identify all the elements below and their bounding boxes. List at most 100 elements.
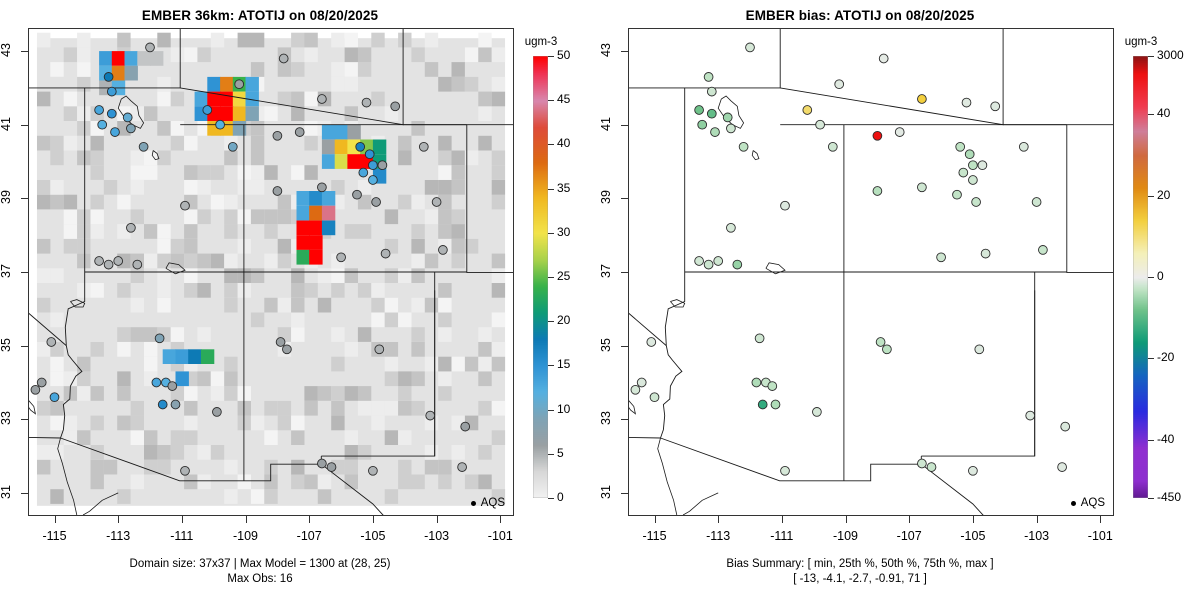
x-tick-label: -111 — [170, 529, 194, 543]
colorbar-tick — [548, 409, 554, 411]
page-title-right: EMBER bias: ATOTIJ on 08/20/2025 — [745, 8, 975, 23]
caption-left-line2: Max Obs: 16 — [227, 573, 293, 585]
colorbar-right — [1133, 56, 1148, 498]
colorbar-tick — [1148, 114, 1154, 116]
legend-label-right: AQS — [1080, 497, 1105, 509]
colorbar-tick-label: 35 — [557, 180, 571, 195]
x-tick — [436, 516, 438, 523]
y-tick — [621, 419, 628, 421]
y-tick-label: 31 — [0, 484, 13, 499]
colorbar-tick-label: 30 — [557, 224, 571, 239]
colorbar-left — [533, 56, 548, 498]
x-tick-label: -107 — [296, 529, 322, 543]
x-axis-right: -115 -113 -111 -109 -107 -105 -103 -101 — [628, 516, 1114, 552]
colorbar-tick-label: 15 — [557, 357, 571, 372]
caption-left-line1: Domain size: 37x37 | Max Model = 1300 at… — [129, 558, 391, 570]
y-tick-label: 39 — [0, 190, 13, 205]
x-tick-label: -105 — [960, 529, 986, 543]
y-tick — [21, 345, 28, 347]
colorbar-ticks-left: 0 5 10 15 20 25 30 35 40 45 50 — [548, 46, 600, 508]
x-tick — [1036, 516, 1038, 523]
y-tick — [621, 51, 628, 53]
legend-aqs-left: AQS — [470, 497, 505, 509]
x-tick-label: -109 — [232, 529, 259, 543]
y-tick — [21, 124, 28, 126]
colorbar-tick-label: -40 — [1157, 431, 1175, 446]
panel-bias: EMBER bias: ATOTIJ on 08/20/2025 AQS -11… — [599, 0, 1200, 600]
x-tick — [309, 516, 311, 523]
x-tick — [781, 516, 783, 523]
x-tick — [654, 516, 656, 523]
colorbar-tick-label: -20 — [1157, 350, 1175, 365]
colorbar-tick — [548, 498, 554, 499]
y-tick — [21, 419, 28, 421]
x-tick-label: -115 — [642, 529, 667, 543]
colorbar-tick-label: 0 — [557, 490, 564, 504]
map-canvas-left — [29, 29, 513, 515]
y-tick-label: 35 — [0, 337, 13, 352]
x-axis-left: -115 -113 -111 -109 -107 -105 -103 -101 — [28, 516, 514, 552]
x-tick — [845, 516, 847, 523]
x-tick-label: -113 — [706, 529, 731, 543]
x-tick — [245, 516, 247, 523]
colorbar-tick-label: 20 — [557, 313, 571, 328]
colorbar-tick-label: 0 — [1157, 269, 1164, 283]
colorbar-tick-label: 25 — [557, 269, 571, 283]
colorbar-tick — [1148, 195, 1154, 197]
y-tick — [621, 492, 628, 494]
x-tick — [118, 516, 120, 523]
colorbar-tick — [1148, 56, 1154, 57]
colorbar-units-left: ugm-3 — [524, 36, 558, 48]
colorbar-tick-label: 20 — [1157, 187, 1171, 202]
x-tick — [372, 516, 374, 523]
colorbar-ticks-right: -450 -40 -20 0 20 40 3000 — [1148, 46, 1200, 508]
colorbar-tick — [548, 453, 554, 455]
panel-model: EMBER 36km: ATOTIJ on 08/20/2025 AQS -11… — [0, 8, 600, 585]
y-tick — [621, 272, 628, 273]
y-tick-label: 35 — [599, 337, 613, 352]
x-tick-label: -107 — [896, 529, 922, 543]
colorbar-tick-label: 3000 — [1157, 48, 1184, 62]
x-tick-label: -113 — [106, 529, 131, 543]
legend-aqs-right: AQS — [1070, 497, 1105, 509]
colorbar-tick — [548, 188, 554, 190]
colorbar-tick-label: 5 — [557, 445, 564, 460]
y-tick-label: 33 — [0, 411, 13, 426]
x-tick — [500, 516, 502, 523]
colorbar-tick-label: 40 — [557, 136, 571, 151]
y-tick-label: 41 — [599, 116, 613, 131]
y-axis-right: 31 33 35 37 39 41 43 — [599, 28, 628, 516]
map-canvas-right — [629, 29, 1113, 515]
y-tick-label: 43 — [0, 43, 13, 58]
x-tick — [1100, 516, 1102, 523]
y-tick — [21, 272, 28, 273]
x-tick — [972, 516, 974, 523]
map-plot-right: AQS — [628, 28, 1114, 516]
x-tick-label: -103 — [424, 529, 450, 543]
y-tick-label: 37 — [0, 264, 13, 278]
colorbar-tick — [548, 144, 554, 146]
aqs-dot-icon — [1070, 500, 1076, 506]
colorbar-tick-label: 50 — [557, 48, 571, 62]
colorbar-tick — [548, 321, 554, 323]
y-tick-label: 31 — [599, 484, 613, 499]
colorbar-tick — [1148, 498, 1154, 499]
x-tick-label: -111 — [770, 529, 794, 543]
colorbar-tick — [548, 100, 554, 102]
x-tick — [54, 516, 56, 523]
colorbar-tick-label: 45 — [557, 92, 571, 107]
colorbar-tick — [548, 232, 554, 234]
x-tick-label: -115 — [42, 529, 67, 543]
colorbar-tick — [548, 277, 554, 278]
aqs-dot-icon — [470, 500, 476, 506]
x-tick — [181, 516, 183, 523]
colorbar-units-right: ugm-3 — [1124, 36, 1158, 48]
x-tick-label: -101 — [1087, 529, 1113, 543]
legend-label-left: AQS — [480, 497, 505, 509]
y-tick — [621, 345, 628, 347]
x-tick — [909, 516, 911, 523]
colorbar-tick-label: 10 — [557, 401, 571, 416]
map-plot-left: AQS — [28, 28, 514, 516]
x-tick-label: -109 — [832, 529, 859, 543]
y-tick — [21, 51, 28, 53]
